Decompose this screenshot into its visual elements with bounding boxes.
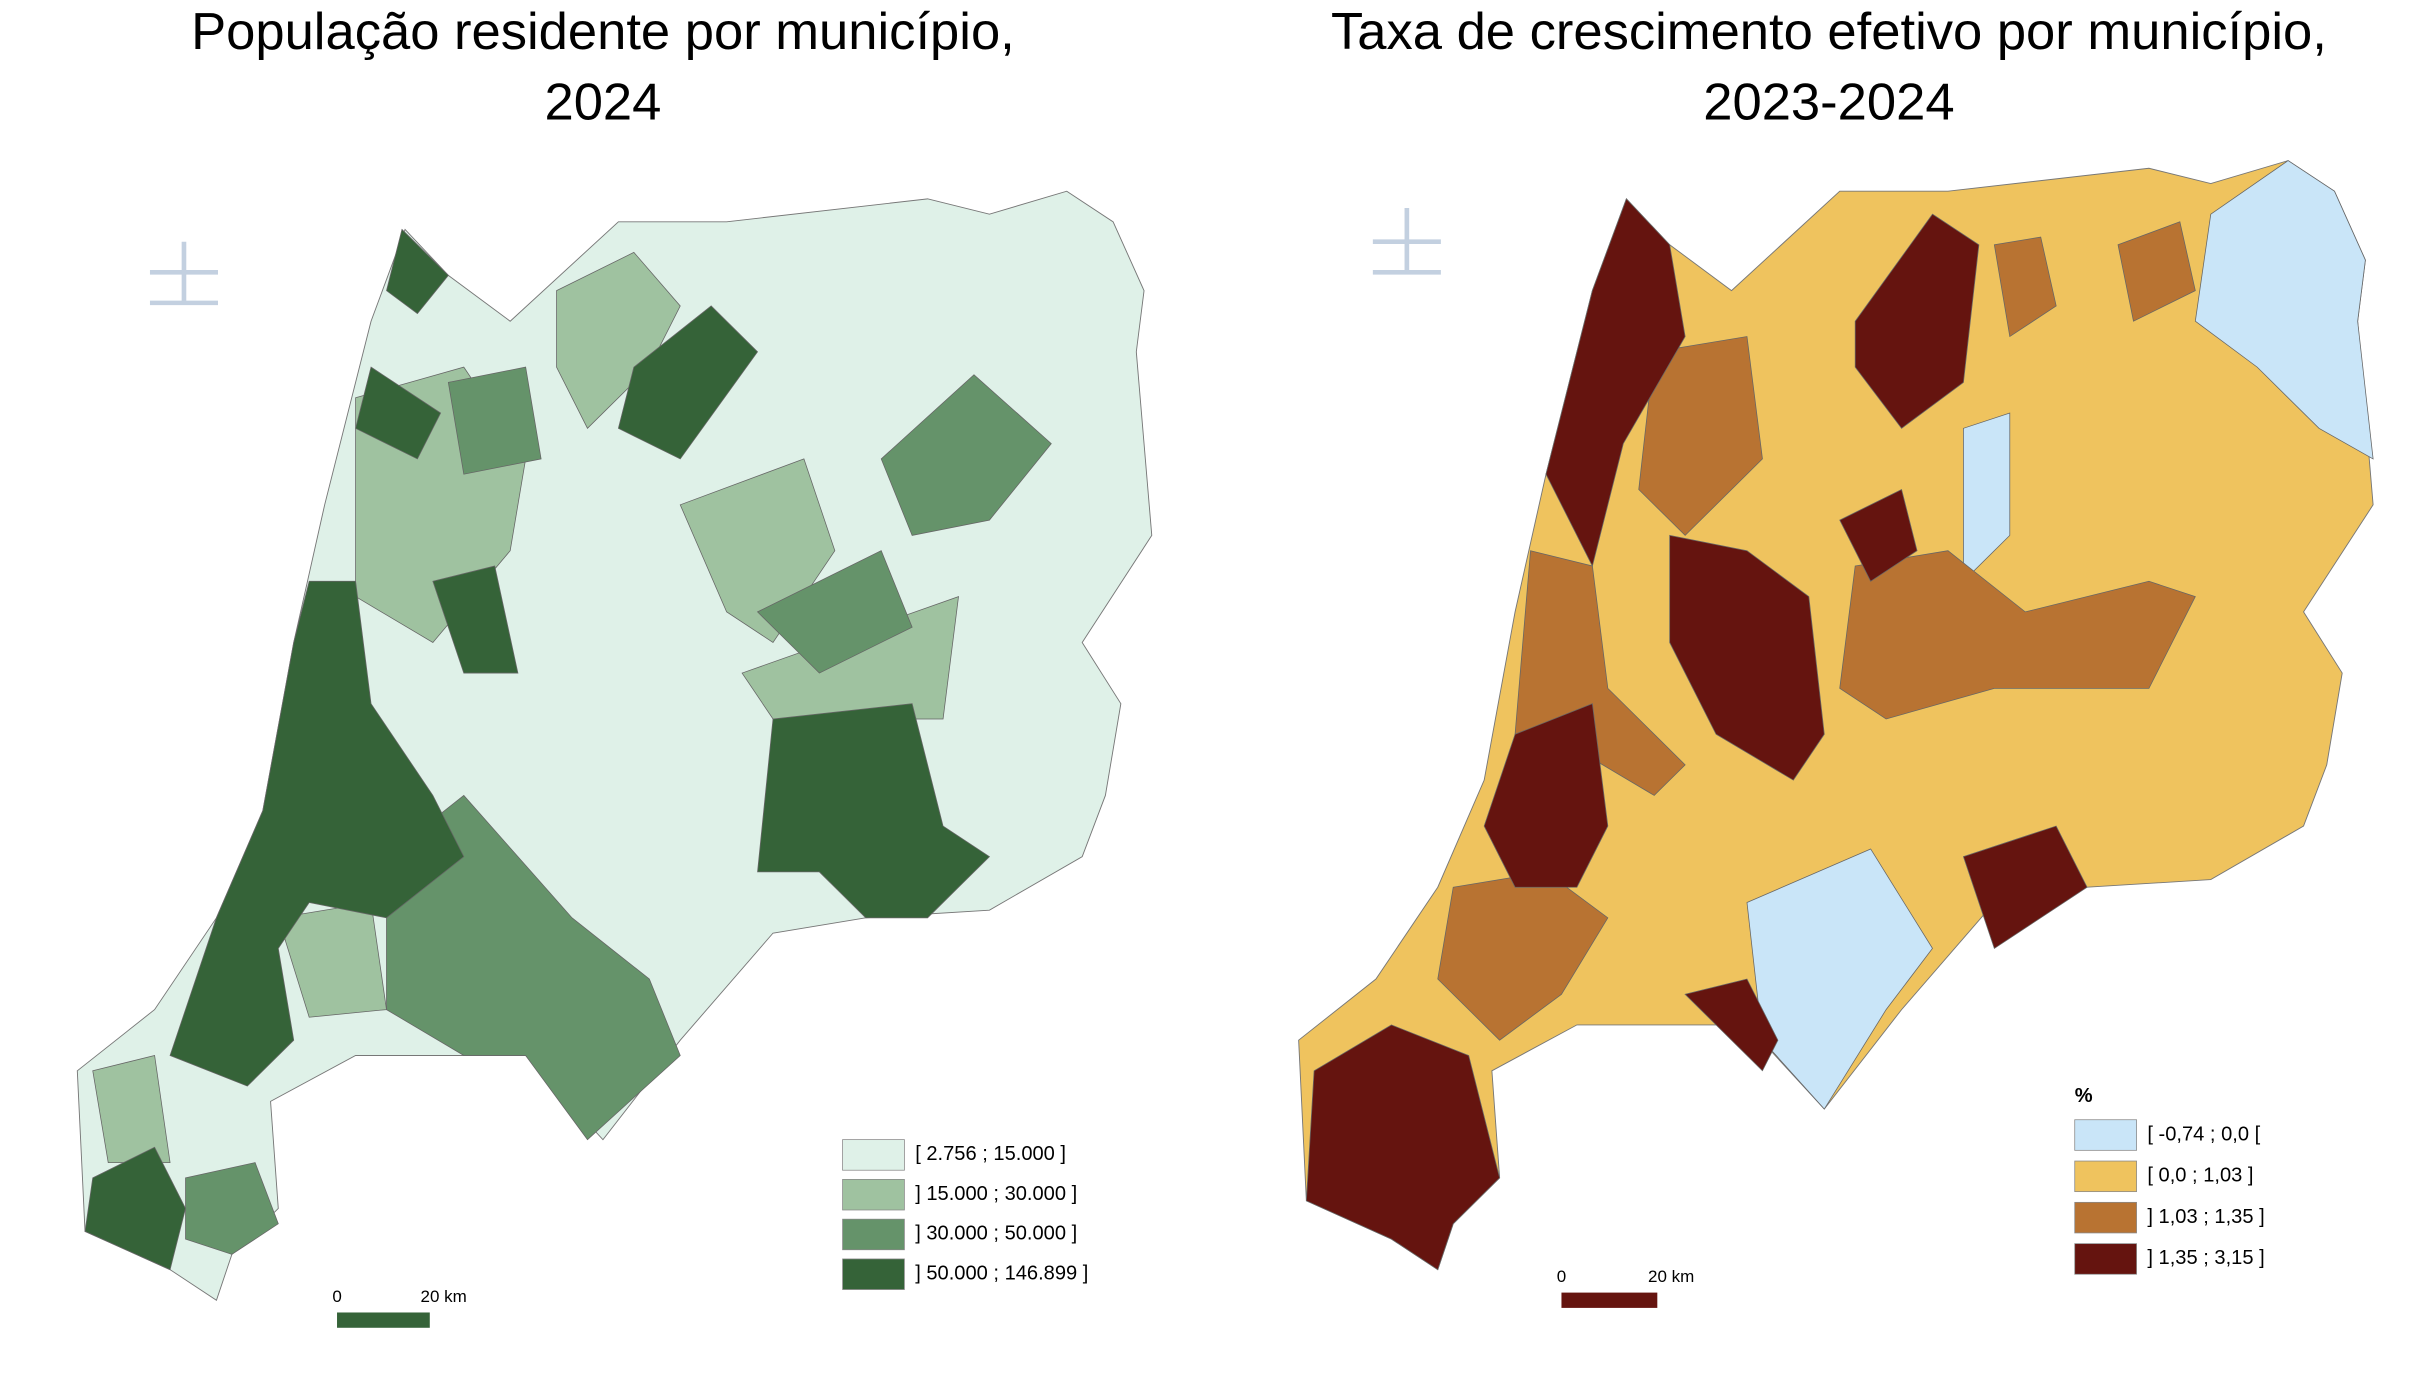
municipality [1993,236,2057,338]
legend-title: % [2075,1085,2093,1107]
legend-swatch [842,1139,905,1171]
scale-bar [1561,1292,1658,1308]
map-title: 2024 [544,74,661,132]
legend-swatch [842,1258,905,1290]
municipality [432,565,519,674]
municipality [386,228,449,315]
municipality [756,550,913,674]
municipality [1839,488,1918,582]
map-title: Taxa de crescimento efetivo por municípi… [1331,3,2327,61]
scale-bar [337,1312,430,1328]
legend-label: ] 15.000 ; 30.000 ] [915,1183,1077,1205]
municipality [2194,160,2374,460]
municipality [1483,703,1609,888]
north-symbol [1372,208,1441,275]
municipality [1669,534,1825,781]
legend-label: [ 0,0 ; 1,03 ] [2147,1165,2253,1187]
municipality [1854,213,1980,429]
municipality [355,366,442,460]
municipality [185,1162,279,1255]
legend-swatch [2074,1119,2137,1151]
map-layout: População residente por município, 2024 [ … [76,3,2374,1328]
municipality [169,580,465,1087]
north-symbol [149,241,218,306]
map-title: 2023-2024 [1703,74,1954,132]
legend-swatch [842,1179,905,1211]
legend-label: [ 2.756 ; 15.000 ] [915,1143,1066,1165]
municipality [84,1146,186,1271]
map-title: População residente por município, [191,3,1015,61]
legend-label: [ -0,74 ; 0,0 [ [2147,1123,2260,1145]
municipality [1839,550,2196,720]
scale-label: 0 [1557,1267,1566,1286]
municipality [1305,1024,1501,1271]
municipality [1962,825,2088,950]
scale-label: 0 [332,1287,341,1306]
municipality [92,1055,171,1163]
municipality [386,794,681,1141]
municipality [2117,221,2196,322]
legend-label: ] 1,03 ; 1,35 ] [2147,1206,2264,1228]
legend-label: ] 50.000 ; 146.899 ] [915,1263,1088,1285]
legend-swatch [2074,1201,2137,1234]
legend-swatch [842,1218,905,1251]
growth-map [1297,159,2374,1271]
scale-label: 20 km [1648,1267,1694,1286]
legend-label: ] 30.000 ; 50.000 ] [915,1223,1077,1245]
municipality [617,305,759,460]
legend-swatch [2074,1160,2137,1193]
scale-label: 20 km [421,1287,467,1306]
municipality [1638,336,1763,536]
legend-swatch [2074,1243,2137,1275]
municipality [880,374,1052,536]
municipality [1963,412,2011,583]
municipality [447,366,542,475]
legend-label: ] 1,35 ; 3,15 ] [2147,1247,2264,1269]
municipality [1684,978,1779,1072]
population-map [76,190,1153,1302]
municipality [757,703,991,919]
municipality [1545,198,1686,568]
